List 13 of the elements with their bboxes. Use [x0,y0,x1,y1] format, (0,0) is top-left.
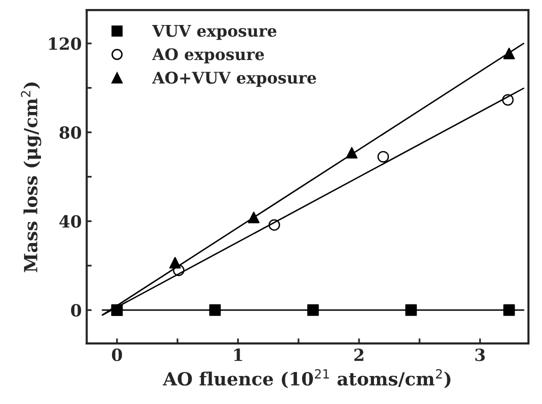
x-tick-label: 1 [234,348,242,361]
y-tick-label: 0 [71,304,82,317]
y-tick-label: 80 [60,126,82,139]
legend-label: VUV exposure [152,24,276,40]
y-axis-title: Mass loss (μg/cm$^{2}$) [20,82,42,272]
x-tick-label: 2 [354,348,364,361]
legend-label: AO exposure [152,48,264,64]
y-tick-label: 40 [59,215,82,228]
x-axis-title: AO fluence (10$^{21}$ atoms/cm$^{2}$) [162,369,450,388]
legend-label: AO+VUV exposure [152,72,316,87]
x-tick-label: 0 [112,348,122,362]
x-tick-label: 3 [475,348,485,362]
y-tick-label: 120 [49,37,82,50]
